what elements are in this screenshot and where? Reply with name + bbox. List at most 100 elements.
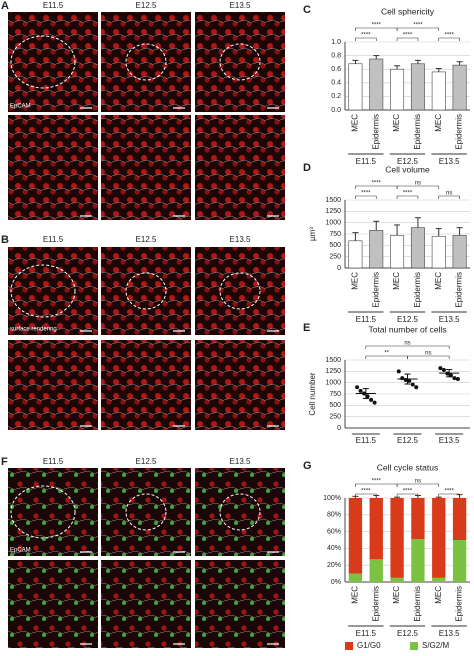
sig-label: **** xyxy=(372,23,382,29)
column-header: E13.5 xyxy=(230,1,251,10)
sig-label: **** xyxy=(361,191,371,197)
micrograph xyxy=(8,560,98,648)
y-tick-label: 500 xyxy=(329,242,341,249)
legend-label: G1/G0 xyxy=(357,641,381,650)
sig-bracket xyxy=(365,345,450,349)
x-tick-label: MEC xyxy=(434,272,443,290)
y-tick-label: 1250 xyxy=(325,368,341,375)
group-label: E12.5 xyxy=(397,157,418,166)
sig-label: **** xyxy=(361,489,371,495)
y-tick-label: 1500 xyxy=(325,197,341,204)
bar-segment xyxy=(411,498,425,540)
sig-bracket xyxy=(438,195,460,199)
x-tick-label: MEC xyxy=(392,272,401,290)
y-tick-label: 0.4 xyxy=(331,80,341,87)
bar-segment xyxy=(369,498,383,560)
point xyxy=(396,369,401,374)
sig-bracket xyxy=(396,493,419,497)
point xyxy=(407,378,412,383)
y-axis-label: µm³ xyxy=(308,227,317,241)
sig-bracket xyxy=(396,185,440,189)
y-tick-label: 1250 xyxy=(325,208,341,215)
panel-letter: C xyxy=(303,4,311,16)
group-label: E12.5 xyxy=(397,315,418,324)
bar-segment xyxy=(432,498,446,578)
bar xyxy=(348,240,363,269)
outline xyxy=(125,43,167,81)
panel-letter: B xyxy=(1,234,9,246)
x-tick-label: MEC xyxy=(434,114,443,132)
sig-label: ns xyxy=(404,341,410,347)
micrograph xyxy=(8,115,98,220)
x-tick-label: Epidermis xyxy=(455,114,464,150)
group-label: E12.5 xyxy=(397,629,418,638)
chart-title: Cell cycle status xyxy=(377,462,438,472)
bar-segment xyxy=(411,539,425,582)
bar-segment xyxy=(452,540,467,582)
point xyxy=(438,366,443,371)
point xyxy=(355,385,360,390)
bar xyxy=(390,68,405,111)
y-tick-label: 80% xyxy=(327,512,341,519)
point xyxy=(441,367,446,372)
sig-bracket xyxy=(438,37,460,41)
micrograph xyxy=(195,115,285,220)
panel-letter: E xyxy=(303,322,310,334)
bar xyxy=(410,227,425,269)
x-tick-label: MEC xyxy=(351,586,360,604)
bar xyxy=(369,58,384,111)
panel-letter: A xyxy=(1,0,9,12)
group-label: E11.5 xyxy=(356,157,377,166)
sig-bracket xyxy=(407,355,450,359)
outline xyxy=(10,35,76,89)
sig-label: **** xyxy=(403,33,413,39)
point xyxy=(414,385,419,390)
micrograph xyxy=(195,340,285,430)
bar-segment xyxy=(348,573,363,582)
group-label: E11.5 xyxy=(356,629,377,638)
micrograph xyxy=(195,560,285,648)
x-tick-label: Epidermis xyxy=(455,586,464,622)
sig-label: **** xyxy=(372,181,382,187)
sig-label: **** xyxy=(444,489,454,495)
point xyxy=(365,394,370,399)
sig-label: ns xyxy=(446,191,452,197)
bar xyxy=(431,71,446,111)
micrograph xyxy=(8,468,98,556)
micrograph xyxy=(101,340,191,430)
legend-swatch xyxy=(410,642,418,650)
legend-swatch xyxy=(345,642,353,650)
sig-bracket xyxy=(438,493,460,497)
bar-segment xyxy=(390,577,404,582)
bar xyxy=(410,63,425,111)
sig-label: **** xyxy=(361,33,371,39)
y-tick-label: 0 xyxy=(337,425,341,432)
sig-bracket xyxy=(396,483,440,487)
bar xyxy=(431,235,446,269)
bar-segment xyxy=(369,559,383,582)
x-tick-label: E12.5 xyxy=(397,436,418,445)
sig-label: ns xyxy=(415,181,421,187)
y-tick-label: 0 xyxy=(337,265,341,272)
x-tick-label: Epidermis xyxy=(371,272,380,308)
y-tick-label: 40% xyxy=(327,545,341,552)
x-tick-label: MEC xyxy=(434,586,443,604)
legend-label: S/G2/M xyxy=(422,641,449,650)
sig-bracket xyxy=(396,27,440,31)
x-tick-label: MEC xyxy=(351,114,360,132)
y-tick-label: 0.8 xyxy=(331,52,341,59)
panel-letter: G xyxy=(303,460,312,472)
x-tick-label: Epidermis xyxy=(455,272,464,308)
column-header: E11.5 xyxy=(43,1,64,10)
bar-segment xyxy=(348,498,363,574)
sig-label: ns xyxy=(425,351,431,357)
x-tick-label: E13.5 xyxy=(439,436,460,445)
column-header: E13.5 xyxy=(230,235,251,244)
outline xyxy=(125,272,167,310)
micrograph xyxy=(101,12,191,112)
bar xyxy=(452,64,467,111)
sig-label: **** xyxy=(403,489,413,495)
y-tick-label: 500 xyxy=(329,402,341,409)
micrograph xyxy=(101,247,191,335)
